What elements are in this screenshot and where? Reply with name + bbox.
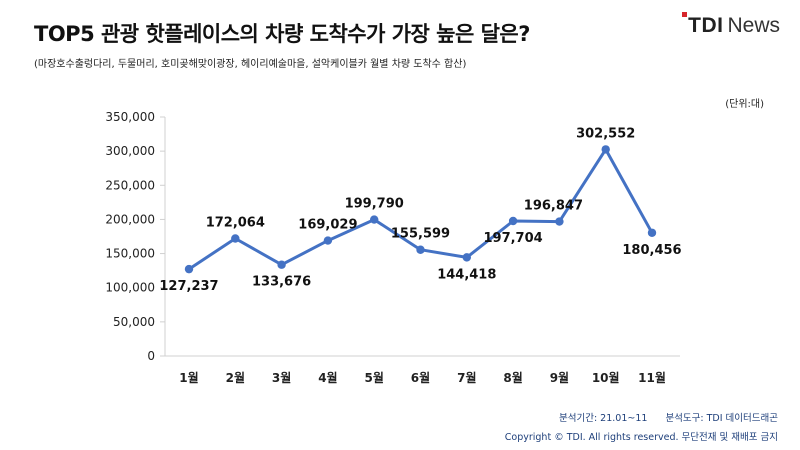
y-tick-label: 50,000: [113, 315, 155, 329]
copyright-notice: Copyright © TDI. All rights reserved. 무단…: [504, 432, 778, 443]
x-tick-label: 9월: [550, 370, 569, 385]
x-tick-label: 5월: [365, 370, 384, 385]
data-label: 196,847: [524, 199, 583, 214]
data-point: [555, 217, 564, 226]
x-tick-label: 11월: [638, 370, 666, 385]
analysis-tool: 분석도구: TDI 데이터드래곤: [665, 413, 778, 424]
data-label: 155,599: [391, 227, 450, 242]
y-tick-label: 350,000: [105, 110, 155, 124]
data-point: [462, 253, 471, 262]
data-label: 127,237: [159, 279, 218, 294]
data-point: [323, 236, 333, 245]
data-label: 133,676: [252, 275, 311, 290]
x-tick-label: 4월: [318, 370, 337, 385]
logo-red-mark: [682, 12, 688, 17]
y-tick-label: 150,000: [105, 247, 155, 261]
logo-tdi-text: TDI: [688, 14, 724, 37]
x-tick-label: 10월: [592, 370, 620, 385]
data-point: [184, 264, 194, 274]
data-point: [601, 145, 610, 154]
y-tick-label: 0: [147, 349, 155, 363]
data-label: 199,790: [345, 197, 404, 212]
tdi-news-logo: TDI News: [682, 12, 780, 40]
data-point: [416, 245, 425, 254]
data-point: [508, 216, 518, 226]
data-point: [231, 234, 240, 243]
data-point: [277, 260, 286, 269]
data-label: 197,704: [483, 231, 542, 246]
analysis-period: 분석기간: 21.01~11: [559, 413, 648, 424]
chart-subtitle: (마장호수출렁다리, 두물머리, 호미곶해맞이광장, 헤이리예술마을, 설악케이…: [34, 59, 467, 70]
footer-analysis-info: 분석기간: 21.01~11 분석도구: TDI 데이터드래곤: [559, 410, 778, 424]
y-tick-label: 250,000: [105, 178, 155, 192]
y-tick-label: 100,000: [105, 281, 155, 295]
data-point: [370, 215, 379, 224]
data-label: 172,064: [206, 216, 265, 231]
logo-news-text: News: [727, 14, 780, 37]
data-label: 169,029: [298, 218, 357, 233]
x-tick-label: 1월: [179, 370, 198, 385]
chart-title: TOP5 관광 핫플레이스의 차량 도착수가 가장 높은 달은?: [34, 22, 530, 46]
x-tick-label: 2월: [226, 370, 245, 385]
unit-label: (단위:대): [725, 99, 764, 110]
x-tick-label: 6월: [411, 370, 430, 385]
data-label: 302,552: [576, 126, 635, 141]
y-tick-label: 300,000: [105, 144, 155, 158]
x-tick-label: 8월: [503, 370, 522, 385]
data-label: 144,418: [437, 267, 496, 282]
y-tick-label: 200,000: [105, 212, 155, 226]
x-tick-label: 7월: [457, 370, 476, 385]
data-label: 180,456: [622, 243, 681, 258]
data-point: [647, 228, 657, 237]
x-tick-label: 3월: [272, 370, 291, 385]
